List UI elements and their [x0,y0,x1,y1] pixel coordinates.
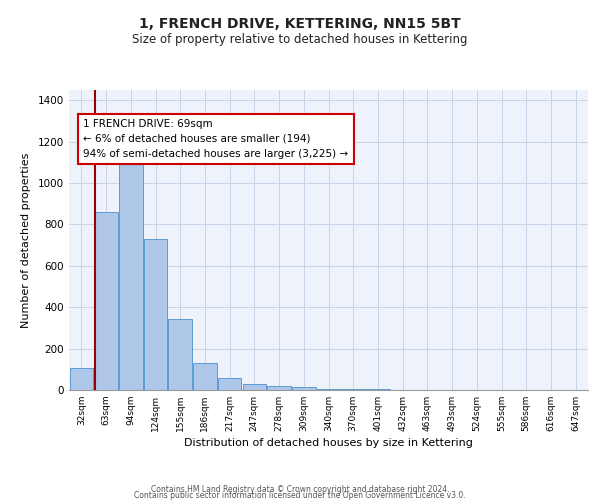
Text: 1 FRENCH DRIVE: 69sqm
← 6% of detached houses are smaller (194)
94% of semi-deta: 1 FRENCH DRIVE: 69sqm ← 6% of detached h… [83,119,349,158]
Bar [317,389,340,390]
Bar [119,154,143,390]
Bar [292,387,316,390]
Bar [70,368,93,390]
Y-axis label: Number of detached properties: Number of detached properties [21,152,31,328]
Text: Contains HM Land Registry data © Crown copyright and database right 2024.: Contains HM Land Registry data © Crown c… [151,485,449,494]
Bar [94,212,118,390]
Bar [341,389,365,390]
Bar [218,378,241,390]
Bar [268,386,291,390]
Text: 1, FRENCH DRIVE, KETTERING, NN15 5BT: 1, FRENCH DRIVE, KETTERING, NN15 5BT [139,18,461,32]
Bar [366,389,389,390]
Bar [242,384,266,390]
X-axis label: Distribution of detached houses by size in Kettering: Distribution of detached houses by size … [184,438,473,448]
Bar [169,318,192,390]
Bar [193,363,217,390]
Text: Contains public sector information licensed under the Open Government Licence v3: Contains public sector information licen… [134,491,466,500]
Text: Size of property relative to detached houses in Kettering: Size of property relative to detached ho… [132,32,468,46]
Bar [144,239,167,390]
